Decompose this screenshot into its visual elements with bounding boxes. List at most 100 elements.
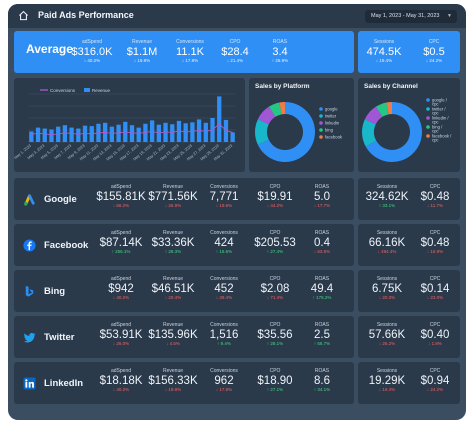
metric-change: ↓ 71.4% xyxy=(266,295,284,300)
metric-label: adSpend xyxy=(81,39,103,45)
revenue-bar xyxy=(136,127,141,142)
metric-change: ↓ 40.2% xyxy=(112,387,130,392)
revenue-bar xyxy=(230,132,235,142)
metric-label: Sessions xyxy=(376,322,398,328)
platform-legend-label: google xyxy=(325,107,338,112)
metric-change: ↓ 40.2% xyxy=(112,295,130,300)
revenue-bar xyxy=(76,128,81,142)
metric-value: $0.94 xyxy=(420,375,450,387)
metric-label: CPC xyxy=(429,230,441,236)
home-icon[interactable] xyxy=(18,10,29,21)
metric-label: Conversions xyxy=(210,276,238,282)
metric-label: CPC xyxy=(429,322,441,328)
platform-legend-dot xyxy=(319,128,323,132)
metric-value: 5.0 xyxy=(314,191,330,203)
metric-label: CPC xyxy=(429,184,441,190)
metric-change: ↓ 20.3% xyxy=(378,295,396,300)
metric-label: adSpend xyxy=(110,230,132,236)
metric-label: Conversions xyxy=(210,230,238,236)
platform-name: Twitter xyxy=(44,332,75,343)
metric-change: ↓ 4.5% xyxy=(166,341,180,346)
metric-label: ROAS xyxy=(314,230,330,236)
metric-label: CPO xyxy=(229,39,241,45)
revenue-bar xyxy=(116,124,121,142)
metric-label: Sessions xyxy=(376,230,398,236)
metric-change: ↓ 19.4% xyxy=(375,58,393,63)
metric-value: 7,771 xyxy=(209,191,239,203)
platform-slice-linkedin xyxy=(257,106,276,125)
metric-value: $18.18K xyxy=(99,375,143,387)
revenue-bar xyxy=(156,124,161,142)
facebook-adspend-metric: adSpend $87.14K ↑ 256.1% xyxy=(93,230,149,254)
platform-sessions-facebook: Sessions 66.16K ↓ 494.4% CPC $0.48 ↓ 16.9% xyxy=(358,224,460,266)
metric-change: ↓ 19.8% xyxy=(133,58,151,63)
twitter-icon xyxy=(23,332,36,343)
platform-legend-label: bing xyxy=(325,128,334,133)
platform-legend-dot xyxy=(319,114,323,118)
revenue-bar xyxy=(129,125,135,142)
dashboard-frame: Paid Ads Performance May 1, 2023 - May 3… xyxy=(8,4,466,420)
metric-value: $0.40 xyxy=(420,329,450,341)
metric-label: CPO xyxy=(269,184,281,190)
metric-change: ↓ 20.4% xyxy=(164,295,182,300)
metric-value: 19.29K xyxy=(368,375,406,387)
date-range-picker[interactable]: May 1, 2023 - May 31, 2023 ▼ xyxy=(365,10,457,23)
metric-value: 474.5K xyxy=(366,46,402,58)
metric-change: ↓ 17.7% xyxy=(313,203,331,208)
average-roas-metric: ROAS 3.4 ↑ 26.9% xyxy=(254,39,306,63)
metric-value: 66.16K xyxy=(368,237,406,249)
platform-legend-dot xyxy=(319,107,323,111)
platform-row-google: Google adSpend $155.81K ↓ 66.2% Revenue $771.… xyxy=(14,178,354,220)
revenue-bar xyxy=(183,123,188,142)
twitter-adspend-metric: adSpend $53.91K ↓ 26.0% xyxy=(93,322,149,346)
revenue-bar xyxy=(223,119,229,142)
sales-by-channel-title: Sales by Channel xyxy=(364,83,418,90)
metric-change: ↑ 34.1% xyxy=(313,387,331,392)
sales-by-platform-donut: google twitter linkedin bing facebook xyxy=(255,102,343,162)
metric-label: CPC xyxy=(429,368,441,374)
platform-slice-bing xyxy=(268,102,282,117)
metric-label: Revenue xyxy=(162,230,183,236)
platform-slice-google xyxy=(257,102,315,162)
trend-chart-card: Conversions Revenue May 1, 2023 May 3, 2023… xyxy=(14,78,245,172)
metric-value: $35.56 xyxy=(257,329,293,341)
metric-value: $19.91 xyxy=(257,191,293,203)
facebook-conversions-metric: Conversions 424 ↑ 15.6% xyxy=(196,230,252,254)
google-roas-metric: ROAS 5.0 ↓ 17.7% xyxy=(294,184,350,208)
average-conversions-metric: Conversions 11.1K ↓ 17.8% xyxy=(164,39,216,63)
channel-legend-dot xyxy=(426,107,430,111)
metric-label: CPO xyxy=(269,322,281,328)
chevron-down-icon: ▼ xyxy=(447,13,452,19)
bing-conversions-metric: Conversions 452 ↓ 39.4% xyxy=(196,276,252,300)
linkedin-cpc-metric: CPC $0.94 ↓ 24.2% xyxy=(407,368,463,392)
metric-change: ↑ 33.1% xyxy=(378,203,396,208)
metric-change: ↓ 26.9% xyxy=(164,203,182,208)
metric-label: Revenue xyxy=(162,322,183,328)
channel-slice-linkedin xyxy=(364,106,383,125)
revenue-bar xyxy=(82,125,88,142)
platform-slice-twitter xyxy=(255,119,269,145)
metric-value: 962 xyxy=(214,375,234,387)
metric-change: ↓ 63.9% xyxy=(313,249,331,254)
legend-revenue-label: Revenue xyxy=(92,88,111,93)
metric-value: $0.48 xyxy=(420,237,450,249)
channel-legend-label: linkedin / cpc xyxy=(432,116,449,125)
average-sessions-metric: Sessions 474.5K ↓ 19.4% xyxy=(358,39,410,63)
revenue-bar xyxy=(29,131,34,142)
linkedin-conversions-metric: Conversions 962 ↓ 17.8% xyxy=(196,368,252,392)
metric-label: adSpend xyxy=(110,276,132,282)
metric-change: ↓ 26.2% xyxy=(378,341,396,346)
metric-change: ↓ 44.2% xyxy=(266,203,284,208)
twitter-cpo-metric: CPO $35.56 ↑ 28.1% xyxy=(247,322,303,346)
facebook-icon xyxy=(23,239,36,252)
platform-legend-label: facebook xyxy=(325,135,343,140)
metric-change: ↓ 40.2% xyxy=(83,58,101,63)
channel-legend-dot xyxy=(426,125,430,129)
linkedin-sessions-metric: Sessions 19.29K ↓ 19.4% xyxy=(359,368,415,392)
metric-change: ↓ 19.6% xyxy=(215,203,233,208)
revenue-bar xyxy=(176,120,182,142)
revenue-bar xyxy=(42,128,47,142)
platform-sessions-google: Sessions 324.62K ↑ 33.1% CPC $0.48 ↓ 11.7% xyxy=(358,178,460,220)
channel-legend-label: google / cpc xyxy=(432,98,448,107)
platform-row-twitter: Twitter adSpend $53.91K ↓ 26.0% Revenue $135.… xyxy=(14,316,354,358)
